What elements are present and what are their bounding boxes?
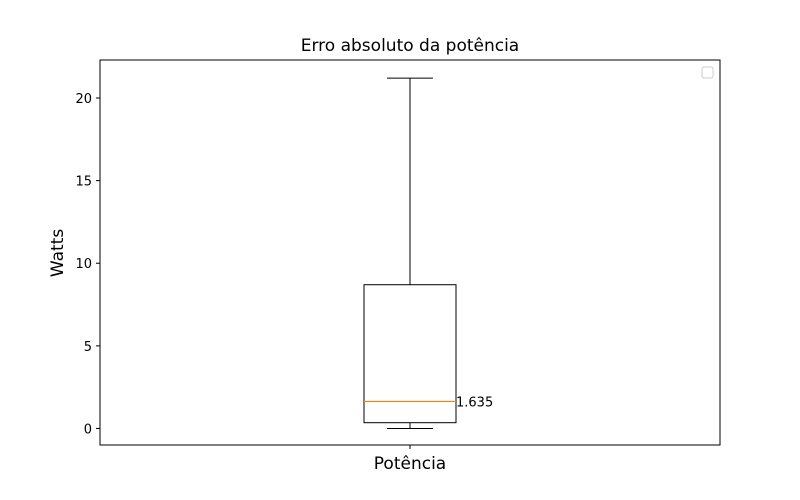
box — [363, 284, 457, 424]
x-axis-label: Potência — [374, 454, 446, 474]
y-tick-label: 0 — [84, 422, 92, 437]
legend-box — [701, 66, 714, 79]
y-tick-label: 20 — [75, 92, 92, 107]
y-tick-label: 5 — [84, 340, 92, 355]
y-axis: 0 5 10 15 20 — [75, 92, 100, 437]
y-axis-label: Watts — [48, 229, 68, 277]
y-tick-label: 15 — [75, 175, 92, 190]
y-tick-label: 10 — [75, 257, 92, 272]
median-annotation: 1.635 — [456, 395, 493, 410]
chart-title: Erro absoluto da potência — [301, 36, 519, 56]
box-series: 1.635 — [363, 77, 493, 449]
